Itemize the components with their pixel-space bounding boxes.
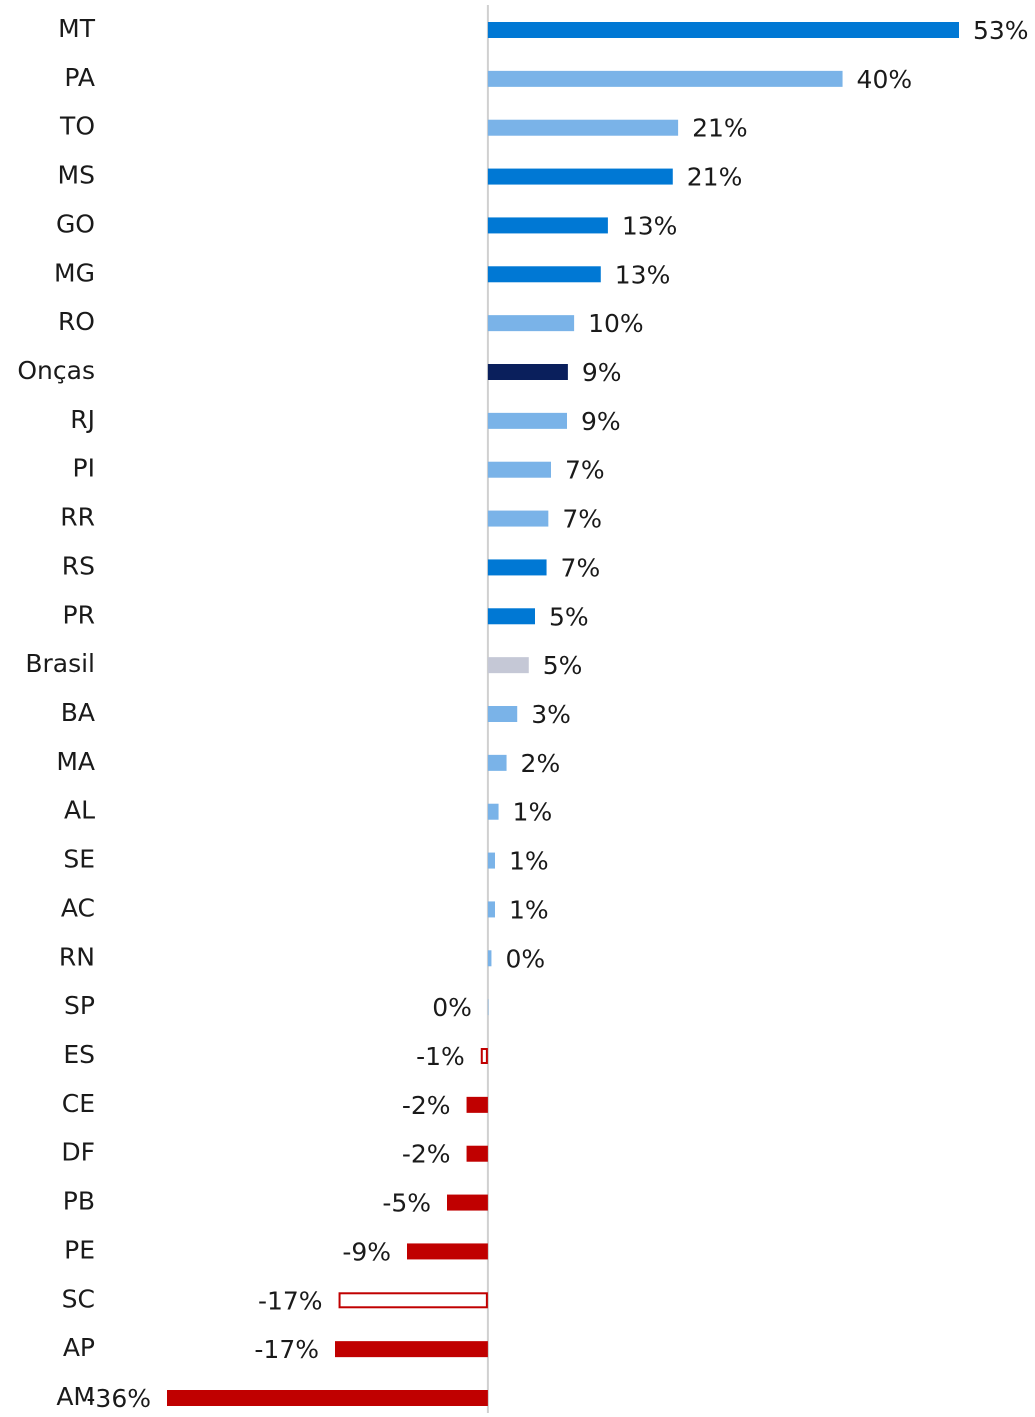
category-label: SE xyxy=(63,845,95,874)
value-label: 7% xyxy=(562,505,602,534)
category-label: SP xyxy=(64,991,95,1020)
bar xyxy=(487,266,601,283)
bar xyxy=(447,1194,488,1211)
value-label: 21% xyxy=(687,163,743,192)
bar xyxy=(487,510,549,527)
bar xyxy=(466,1096,488,1113)
value-label: 9% xyxy=(581,407,621,436)
value-label: -2% xyxy=(402,1140,451,1169)
value-label: 7% xyxy=(565,456,605,485)
category-label: Brasil xyxy=(25,649,95,678)
category-label: RS xyxy=(62,551,95,580)
category-label: RR xyxy=(60,503,95,532)
bar xyxy=(487,706,518,722)
value-label: 21% xyxy=(692,114,748,143)
category-label: MT xyxy=(58,14,96,43)
value-label: 1% xyxy=(509,847,549,876)
value-label: 1% xyxy=(513,798,553,827)
bar xyxy=(480,1048,488,1064)
category-label: CE xyxy=(62,1089,95,1118)
bar xyxy=(487,412,567,429)
bar xyxy=(487,70,843,87)
bar xyxy=(487,461,551,478)
value-label: 10% xyxy=(588,309,644,338)
category-label: PE xyxy=(64,1235,95,1264)
value-label: 13% xyxy=(615,260,671,289)
value-label: 13% xyxy=(622,211,678,240)
value-label: 0% xyxy=(505,944,545,973)
bar xyxy=(487,901,495,918)
bar xyxy=(487,364,568,380)
category-label: MG xyxy=(54,258,95,287)
bar xyxy=(466,1145,488,1162)
value-label: 0% xyxy=(432,993,472,1022)
bar xyxy=(487,754,507,771)
category-label: GO xyxy=(56,209,95,238)
bar xyxy=(487,950,492,967)
category-label: MS xyxy=(58,161,95,190)
value-label: -17% xyxy=(254,1335,319,1364)
value-label: 53% xyxy=(973,16,1029,45)
value-label: 5% xyxy=(543,651,583,680)
bar xyxy=(487,119,679,136)
value-label: 7% xyxy=(561,553,601,582)
category-label: AL xyxy=(64,796,95,825)
bar xyxy=(487,608,535,625)
bar xyxy=(167,1390,488,1406)
category-label: AM xyxy=(56,1382,95,1411)
category-label: RO xyxy=(58,307,95,336)
category-label: AP xyxy=(63,1333,95,1362)
value-label: 5% xyxy=(549,602,589,631)
value-label: -9% xyxy=(342,1237,391,1266)
value-label: 2% xyxy=(521,749,561,778)
category-label: RN xyxy=(59,942,95,971)
bar xyxy=(487,999,489,1016)
category-label: SC xyxy=(62,1284,95,1313)
category-label: PA xyxy=(64,63,95,92)
category-label: DF xyxy=(61,1138,95,1167)
bar xyxy=(487,852,495,869)
value-label: 3% xyxy=(531,700,571,729)
category-label: RJ xyxy=(70,405,95,434)
bar xyxy=(487,559,547,576)
bar xyxy=(338,1292,488,1309)
value-label: -5% xyxy=(382,1189,431,1218)
value-label: 9% xyxy=(582,358,622,387)
value-label: -17% xyxy=(258,1286,323,1315)
value-label: -36% xyxy=(86,1384,151,1413)
value-label: 40% xyxy=(857,65,913,94)
category-label: PR xyxy=(63,600,95,629)
bar xyxy=(335,1341,488,1358)
category-label: Onças xyxy=(17,356,95,385)
bar xyxy=(487,657,529,674)
value-label: 1% xyxy=(509,895,549,924)
bar xyxy=(487,315,575,332)
category-label: AC xyxy=(61,893,95,922)
bar xyxy=(487,22,959,38)
bar xyxy=(407,1243,488,1260)
bar xyxy=(487,217,608,234)
category-label: PI xyxy=(73,454,95,483)
bar xyxy=(487,803,499,820)
category-label: PB xyxy=(63,1187,95,1216)
bar xyxy=(487,168,673,185)
category-label: MA xyxy=(56,747,95,776)
category-label: ES xyxy=(63,1040,95,1069)
value-label: -2% xyxy=(402,1091,451,1120)
category-label: BA xyxy=(61,698,95,727)
value-label: -1% xyxy=(416,1042,465,1071)
category-label: TO xyxy=(59,112,95,141)
